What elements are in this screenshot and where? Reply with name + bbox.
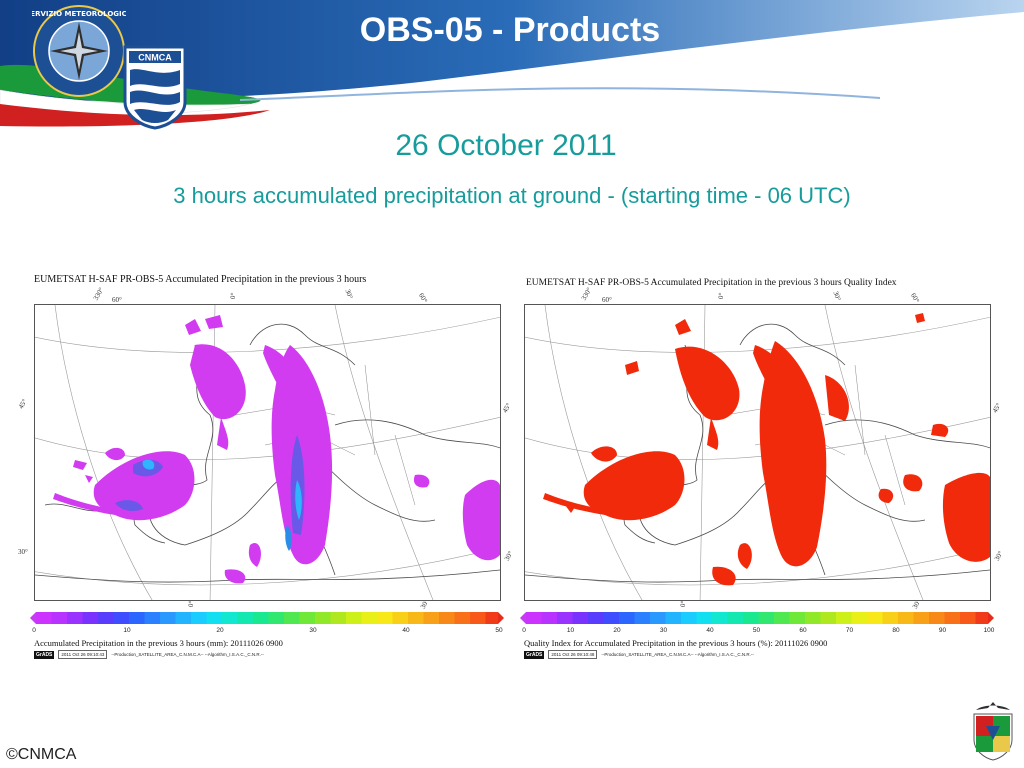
lon-label-0: 0° <box>228 292 238 300</box>
quality-scale-caption: Quality Index for Accumulated Precipitat… <box>524 638 828 648</box>
tick-label: 60 <box>799 627 807 634</box>
lat-label-60-east: 60° <box>416 291 429 305</box>
lat-label-30: 30° <box>18 548 28 556</box>
scale-segments <box>36 612 498 624</box>
tick-label: 80 <box>892 627 900 634</box>
lat-label-60: 60° <box>112 296 122 304</box>
tick-label: 100 <box>983 627 995 634</box>
air-force-emblem-icon <box>973 702 1013 761</box>
tick-label: 0 <box>32 627 36 634</box>
lat-label-60: 60° <box>602 296 612 304</box>
quality-scale-ticks: 0 10 20 30 40 50 60 70 80 90 100 <box>522 627 994 637</box>
production-credit: --Production_SATELLITE_AREA_C.N.M.C.A-- … <box>601 652 754 657</box>
lon-label-0-south: 0° <box>186 600 196 608</box>
quality-index-panel: EUMETSAT H-SAF PR-OBS-5 Accumulated Prec… <box>518 270 1005 665</box>
lat-label-45-east: 45° <box>990 401 1003 415</box>
tick-label: 40 <box>706 627 714 634</box>
tick-label: 50 <box>495 627 503 634</box>
meteorological-service-logo: SERVIZIO METEOROLOGICO <box>32 5 126 97</box>
shield-label: CNMCA <box>138 53 172 63</box>
tick-label: 40 <box>402 627 410 634</box>
scale-segments <box>526 612 988 624</box>
lon-label-330: 330° <box>91 286 106 302</box>
tick-label: 50 <box>752 627 761 634</box>
production-line: GrADS 2011 Oct 26 09:10:48 --Production_… <box>524 650 754 659</box>
precipitation-panel: EUMETSAT H-SAF PR-OBS-5 Accumulated Prec… <box>17 270 515 665</box>
lon-label-330: 330° <box>579 286 594 302</box>
production-line: GrADS 2011 Oct 26 09:10:43 --Production_… <box>34 650 264 659</box>
precipitation-scale-caption: Accumulated Precipitation in the previou… <box>34 638 283 648</box>
tick-label: 0 <box>522 627 526 634</box>
lat-label-60-east: 60° <box>908 291 921 305</box>
tick-label: 20 <box>216 627 224 634</box>
timestamp: 2011 Oct 26 09:10:48 <box>548 650 598 659</box>
tick-label: 90 <box>938 627 947 634</box>
tick-label: 30 <box>659 627 668 634</box>
date-heading: 26 October 2011 <box>395 129 617 162</box>
cnmca-shield-icon: CNMCA <box>123 45 187 130</box>
lon-label-30: 30° <box>343 288 355 300</box>
quality-index-map <box>524 304 991 601</box>
lat-label-30-east: 30° <box>992 549 1005 563</box>
tick-label: 10 <box>566 627 575 634</box>
slide-subtitle: 3 hours accumulated precipitation at gro… <box>173 183 851 208</box>
tick-label: 20 <box>613 627 621 634</box>
precipitation-scale-ticks: 0 10 20 30 40 50 <box>32 627 503 637</box>
precipitation-color-scale <box>30 612 504 624</box>
quality-color-scale <box>520 612 994 624</box>
slide-title: OBS-05 - Products <box>359 11 661 49</box>
timestamp: 2011 Oct 26 09:10:43 <box>58 650 108 659</box>
logo-ring-text: SERVIZIO METEOROLOGICO <box>32 10 126 18</box>
precipitation-map <box>34 304 501 601</box>
lon-label-0: 0° <box>716 292 726 300</box>
grads-label: GrADS <box>524 650 545 659</box>
production-credit: --Production_SATELLITE_AREA_C.N.M.C.A-- … <box>111 652 264 657</box>
tick-label: 10 <box>123 627 131 634</box>
lat-label-45-east: 45° <box>500 401 513 415</box>
grads-label: GrADS <box>34 650 55 659</box>
lon-label-30: 30° <box>831 290 843 302</box>
lat-label-30-east: 30° <box>502 549 515 563</box>
copyright-footer: ©CNMCA <box>6 746 77 763</box>
lon-label-0-south: 0° <box>678 600 688 608</box>
tick-label: 70 <box>845 627 854 634</box>
tick-label: 30 <box>309 627 317 634</box>
quality-map-title: EUMETSAT H-SAF PR-OBS-5 Accumulated Prec… <box>526 278 897 288</box>
precipitation-map-title: EUMETSAT H-SAF PR-OBS-5 Accumulated Prec… <box>34 274 367 285</box>
lat-label-45: 45° <box>16 397 29 411</box>
